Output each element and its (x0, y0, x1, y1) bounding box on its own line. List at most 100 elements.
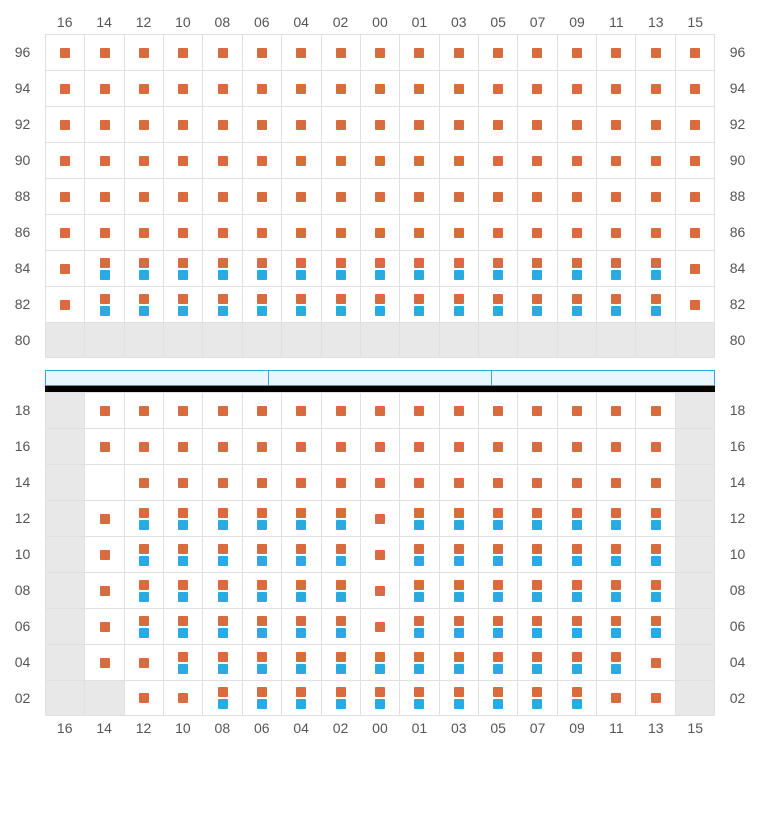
grid-cell (163, 429, 202, 464)
grid-cell (242, 251, 281, 286)
grid-cell (84, 323, 123, 357)
grid-cell (124, 393, 163, 428)
grid-cell (517, 537, 556, 572)
orange-marker (60, 48, 70, 58)
grid-cell (596, 107, 635, 142)
grid-cell (242, 215, 281, 250)
blue-marker (572, 520, 582, 530)
orange-marker (572, 616, 582, 626)
grid-cell (45, 179, 84, 214)
grid-cell (281, 287, 320, 322)
divider-bar (45, 370, 715, 386)
orange-marker (375, 478, 385, 488)
blue-marker (532, 592, 542, 602)
grid-cell (439, 323, 478, 357)
grid-cell (281, 681, 320, 715)
grid-cell (439, 465, 478, 500)
orange-marker (296, 48, 306, 58)
column-label: 00 (360, 10, 399, 34)
grid-cell (517, 179, 556, 214)
orange-marker (414, 544, 424, 554)
orange-marker (532, 616, 542, 626)
column-label: 07 (518, 716, 557, 740)
row-cells (45, 428, 715, 464)
orange-marker (257, 228, 267, 238)
blue-marker (493, 628, 503, 638)
grid-cell (281, 501, 320, 536)
orange-marker (454, 48, 464, 58)
grid-cell (635, 215, 674, 250)
column-label: 12 (124, 716, 163, 740)
grid-cell (439, 251, 478, 286)
grid-cell (596, 465, 635, 500)
grid-cell (596, 681, 635, 715)
grid-cell (321, 501, 360, 536)
blue-marker (493, 664, 503, 674)
grid-cell (517, 573, 556, 608)
grid-cell (163, 323, 202, 357)
grid-cell (163, 681, 202, 715)
grid-cell (635, 287, 674, 322)
orange-marker (572, 120, 582, 130)
grid-cell (675, 465, 715, 500)
row-label-right: 80 (715, 332, 760, 348)
orange-marker (532, 192, 542, 202)
grid-cell (557, 35, 596, 70)
grid-cell (557, 645, 596, 680)
orange-marker (178, 442, 188, 452)
grid-cell (202, 35, 241, 70)
grid-cell (517, 215, 556, 250)
row-label-left: 12 (0, 510, 45, 526)
grid-cell (360, 501, 399, 536)
orange-marker (611, 192, 621, 202)
blue-marker (375, 306, 385, 316)
grid-cell (360, 645, 399, 680)
orange-marker (296, 652, 306, 662)
grid-cell (517, 465, 556, 500)
row-label-left: 16 (0, 438, 45, 454)
orange-marker (218, 478, 228, 488)
grid-cell (439, 609, 478, 644)
grid-cell (399, 179, 438, 214)
blue-marker (218, 628, 228, 638)
orange-marker (611, 616, 621, 626)
grid-cell (84, 143, 123, 178)
row-cells (45, 608, 715, 644)
grid-cell (321, 323, 360, 357)
orange-marker (296, 120, 306, 130)
orange-marker (611, 406, 621, 416)
orange-marker (572, 580, 582, 590)
orange-marker (139, 508, 149, 518)
grid-cell (439, 393, 478, 428)
grid-cell (557, 143, 596, 178)
blue-marker (139, 628, 149, 638)
orange-marker (296, 687, 306, 697)
orange-marker (690, 192, 700, 202)
top-section: 1614121008060402000103050709111315 96969… (0, 10, 760, 358)
blue-marker (532, 520, 542, 530)
blue-marker (651, 270, 661, 280)
orange-marker (454, 406, 464, 416)
orange-marker (178, 616, 188, 626)
orange-marker (414, 442, 424, 452)
grid-cell (635, 35, 674, 70)
orange-marker (218, 192, 228, 202)
row-cells (45, 142, 715, 178)
orange-marker (572, 478, 582, 488)
grid-cell (124, 323, 163, 357)
orange-marker (375, 84, 385, 94)
blue-marker (296, 306, 306, 316)
orange-marker (651, 406, 661, 416)
orange-marker (493, 478, 503, 488)
grid-cell (124, 537, 163, 572)
grid-row: 1010 (0, 536, 760, 572)
orange-marker (296, 156, 306, 166)
blue-marker (454, 699, 464, 709)
blue-marker (611, 664, 621, 674)
blue-marker (651, 628, 661, 638)
orange-marker (690, 264, 700, 274)
grid-cell (84, 107, 123, 142)
orange-marker (139, 192, 149, 202)
grid-cell (281, 537, 320, 572)
grid-cell (124, 465, 163, 500)
